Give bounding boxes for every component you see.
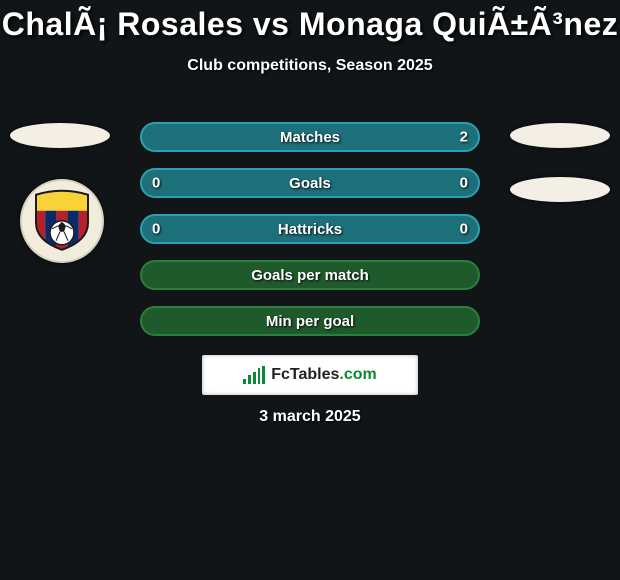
subtitle: Club competitions, Season 2025 bbox=[0, 57, 620, 75]
stat-row: Goals per match bbox=[140, 260, 480, 290]
stat-value-right: 0 bbox=[460, 175, 468, 192]
stat-label: Matches bbox=[280, 129, 340, 146]
stat-value-right: 0 bbox=[460, 221, 468, 238]
branding-box[interactable]: FcTables.com bbox=[202, 355, 418, 395]
stat-row: Goals 0 0 bbox=[140, 168, 480, 198]
stat-row: Min per goal bbox=[140, 306, 480, 336]
player-right-ellipse-2 bbox=[510, 177, 610, 202]
brand-name: FcTables bbox=[271, 366, 339, 383]
brand-text: FcTables.com bbox=[271, 366, 377, 384]
stat-label: Min per goal bbox=[266, 313, 354, 330]
stats-rows: Matches 2 Goals 0 0 Hattricks 0 0 Goals per matc… bbox=[140, 122, 480, 352]
stat-label: Goals bbox=[289, 175, 331, 192]
crest-svg bbox=[34, 189, 90, 251]
date-text: 3 march 2025 bbox=[0, 408, 620, 426]
bars-icon bbox=[243, 366, 265, 384]
stat-value-left: 0 bbox=[152, 175, 160, 192]
stat-label: Goals per match bbox=[251, 267, 369, 284]
club-crest bbox=[20, 179, 104, 263]
player-left-ellipse bbox=[10, 123, 110, 148]
page-title: ChalÃ¡ Rosales vs Monaga QuiÃ±Ã³nez bbox=[0, 0, 620, 43]
player-right-ellipse-1 bbox=[510, 123, 610, 148]
brand-domain: .com bbox=[339, 366, 376, 383]
comparison-card: ChalÃ¡ Rosales vs Monaga QuiÃ±Ã³nez Club… bbox=[0, 0, 620, 580]
stat-value-left: 0 bbox=[152, 221, 160, 238]
stat-value-right: 2 bbox=[460, 129, 468, 146]
stat-label: Hattricks bbox=[278, 221, 342, 238]
stat-row: Matches 2 bbox=[140, 122, 480, 152]
stat-row: Hattricks 0 0 bbox=[140, 214, 480, 244]
